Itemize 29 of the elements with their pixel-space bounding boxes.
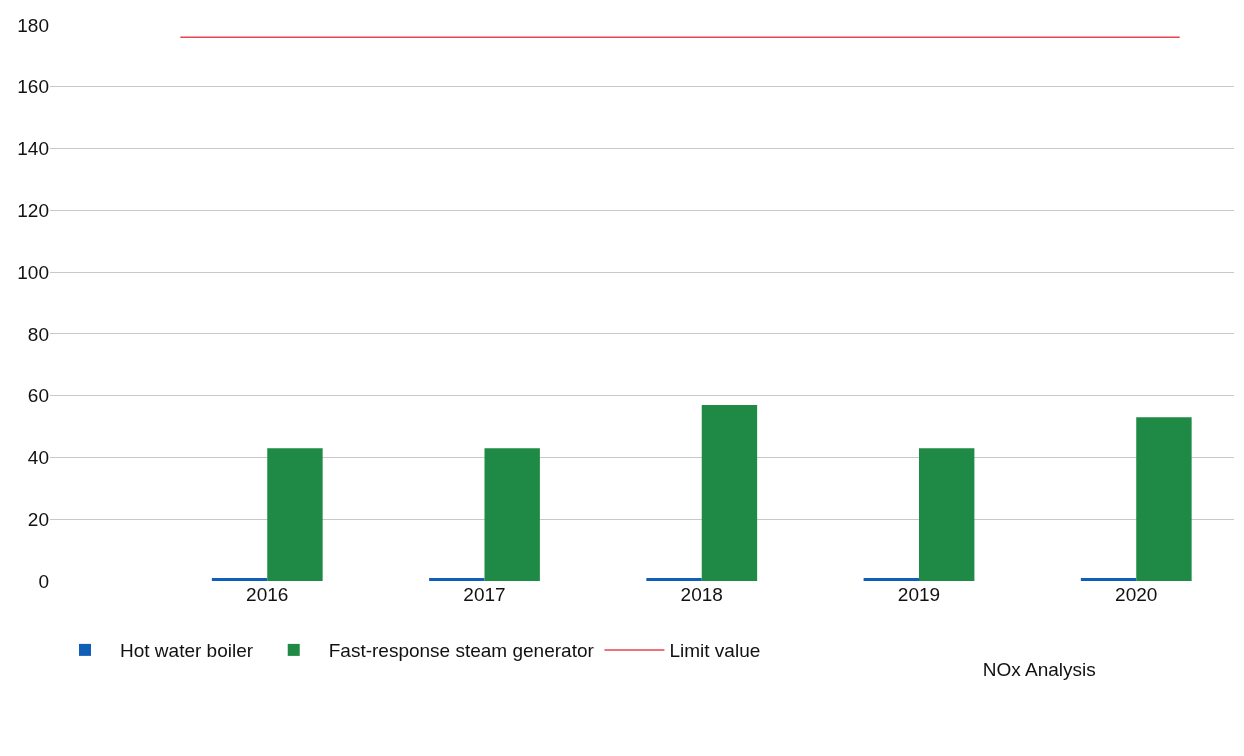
y-tick-label: 140 (17, 138, 49, 160)
legend-label: Limit value (669, 640, 761, 662)
bar (267, 448, 323, 581)
x-tick-label: 2020 (1115, 584, 1158, 605)
bar (1136, 417, 1192, 581)
y-tick-label: 40 (27, 447, 49, 469)
y-tick-label: 20 (27, 508, 49, 530)
y-tick-label: 180 (17, 14, 49, 36)
legend-label: Hot water boiler (120, 640, 254, 662)
x-tick-label: 2019 (897, 584, 941, 605)
x-tick-label: 2018 (680, 584, 723, 605)
x-tick-label: 2017 (463, 584, 506, 605)
y-tick-label: 0 (38, 570, 49, 592)
bar (211, 577, 268, 581)
bar (1080, 577, 1137, 581)
y-tick-label: 80 (27, 323, 49, 345)
legend-label: Fast-response steam generator (328, 640, 595, 662)
bar (918, 448, 975, 581)
x-tick-label: 2016 (246, 584, 289, 605)
text: NOx Analysis (982, 658, 1096, 680)
y-tick-label: 120 (17, 199, 49, 221)
bar (701, 404, 758, 581)
bar (429, 577, 485, 581)
y-tick-label: 100 (17, 261, 49, 283)
y-tick-label: 60 (27, 385, 49, 407)
bar (646, 577, 702, 581)
y-tick-label: 160 (17, 76, 49, 98)
bar (863, 577, 919, 581)
bar (484, 448, 540, 581)
